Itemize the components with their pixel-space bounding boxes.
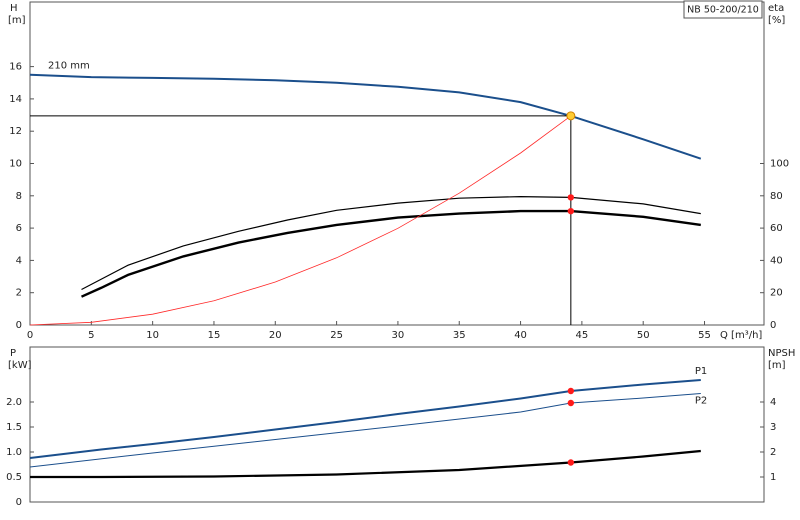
y2-tick-label: 80 bbox=[770, 191, 783, 202]
x-tick-label: 30 bbox=[392, 330, 405, 341]
y2-tick-label: 4 bbox=[770, 397, 776, 408]
x-tick-label: 35 bbox=[453, 330, 466, 341]
y-tick-label: 4 bbox=[16, 255, 22, 266]
y2-axis-label: NPSH bbox=[768, 348, 795, 359]
series-line bbox=[81, 195, 701, 291]
operating-point bbox=[566, 111, 576, 121]
plot-frame bbox=[29, 346, 765, 503]
series-line bbox=[29, 393, 701, 468]
point-marker bbox=[567, 399, 575, 407]
y-axis-label: P bbox=[10, 348, 16, 359]
y-tick-label: 1.5 bbox=[6, 422, 22, 433]
series-line bbox=[29, 115, 572, 326]
x-axis-label: Q [m³/h] bbox=[720, 330, 762, 341]
y2-axis-label: eta bbox=[768, 3, 784, 14]
y-tick-label: 0 bbox=[16, 497, 22, 508]
y-tick-label: 8 bbox=[16, 191, 22, 202]
y-tick-label: 1.0 bbox=[6, 447, 22, 458]
x-tick-label: 5 bbox=[88, 330, 94, 341]
title-box bbox=[683, 0, 763, 19]
y-axis-label: H bbox=[10, 3, 18, 14]
series-line bbox=[81, 209, 701, 298]
x-tick-label: 40 bbox=[514, 330, 527, 341]
series-label: 210 mm bbox=[48, 61, 90, 72]
point-marker bbox=[567, 387, 575, 395]
series-label: P2 bbox=[695, 396, 707, 407]
x-tick-label: 25 bbox=[330, 330, 343, 341]
y2-axis-unit: [%] bbox=[768, 15, 785, 26]
y2-tick-label: 0 bbox=[770, 320, 776, 331]
y-tick-label: 12 bbox=[9, 126, 22, 137]
y2-axis-unit: [m] bbox=[768, 360, 786, 371]
x-tick-label: 50 bbox=[637, 330, 650, 341]
point-marker bbox=[567, 194, 575, 201]
y2-tick-label: 20 bbox=[770, 288, 783, 299]
x-tick-label: 55 bbox=[698, 330, 711, 341]
plot-frame bbox=[29, 1, 765, 326]
x-tick-label: 45 bbox=[576, 330, 589, 341]
point-marker bbox=[567, 459, 575, 466]
point-marker bbox=[567, 207, 575, 215]
series-label: P1 bbox=[695, 366, 707, 377]
y-tick-label: 0.5 bbox=[6, 472, 22, 483]
x-tick-label: 15 bbox=[208, 330, 221, 341]
y2-tick-label: 40 bbox=[770, 255, 783, 266]
y-tick-label: 2.0 bbox=[6, 397, 22, 408]
y-tick-label: 6 bbox=[16, 223, 22, 234]
y-axis-unit: [m] bbox=[8, 15, 26, 26]
y-axis-unit: [kW] bbox=[8, 360, 32, 371]
y2-tick-label: 60 bbox=[770, 223, 783, 234]
y2-tick-label: 3 bbox=[770, 422, 776, 433]
chart-title: NB 50-200/210 bbox=[687, 5, 759, 16]
y-tick-label: 0 bbox=[16, 320, 22, 331]
x-tick-label: 10 bbox=[146, 330, 159, 341]
x-tick-label: 0 bbox=[27, 330, 33, 341]
y-tick-label: 2 bbox=[16, 288, 22, 299]
y-tick-label: 10 bbox=[9, 159, 22, 170]
y2-tick-label: 100 bbox=[770, 159, 789, 170]
series-line bbox=[29, 379, 701, 459]
series-line bbox=[29, 73, 702, 160]
series-line bbox=[30, 449, 701, 479]
y2-tick-label: 1 bbox=[770, 472, 776, 483]
x-tick-label: 20 bbox=[269, 330, 282, 341]
y-tick-label: 16 bbox=[9, 62, 22, 73]
y2-tick-label: 2 bbox=[770, 447, 776, 458]
y-tick-label: 14 bbox=[9, 94, 22, 105]
